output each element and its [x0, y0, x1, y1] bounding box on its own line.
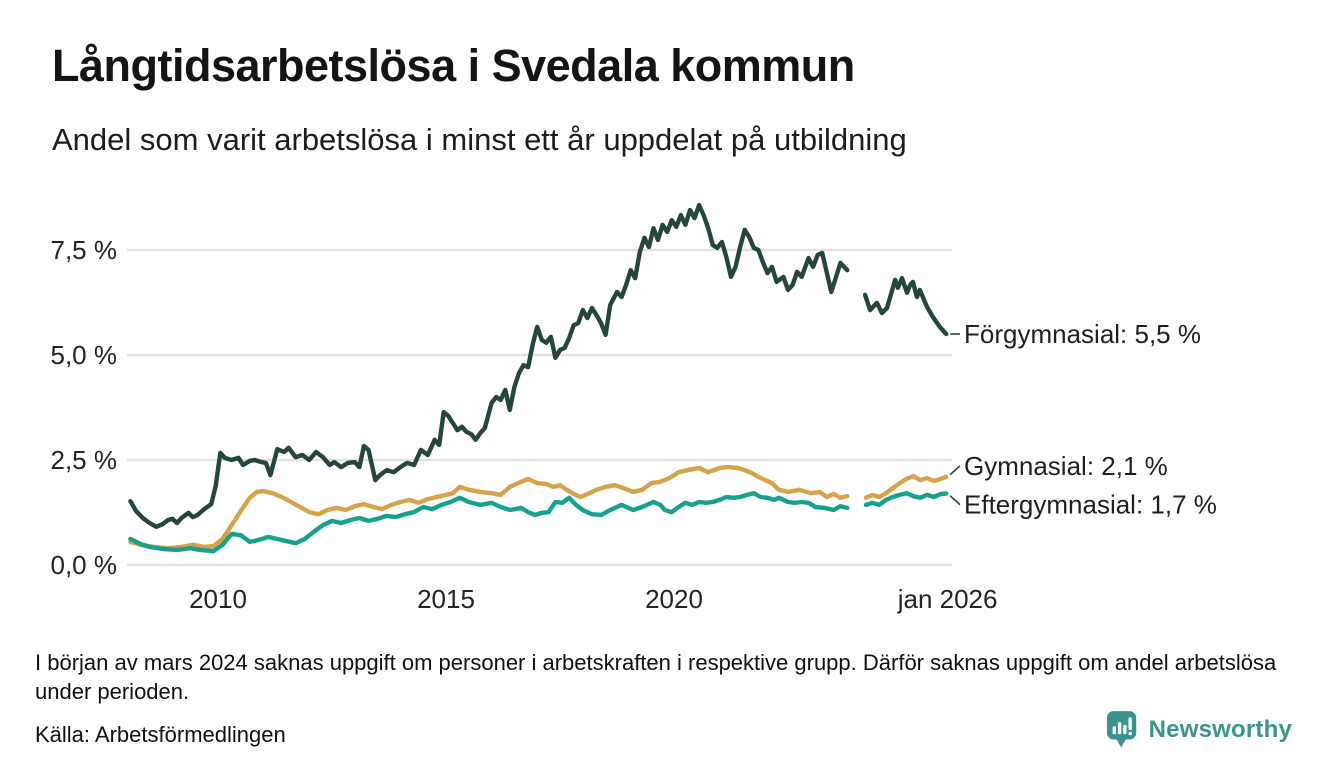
series-end-label-eftergymnasial: Eftergymnasial: 1,7 % [964, 490, 1217, 520]
label-connector-eftergymnasial [949, 495, 961, 506]
x-axis-tick-label: jan 2026 [897, 584, 998, 614]
y-axis-tick-label: 2,5 % [51, 445, 118, 475]
y-axis-tick-label: 0,0 % [51, 550, 118, 580]
newsworthy-logo-text: Newsworthy [1148, 716, 1292, 743]
series-line-eftergymnasial-segment-1 [128, 491, 850, 554]
data-gap-footnote: I början av mars 2024 saknas uppgift om … [35, 650, 1277, 704]
x-axis-tick-label: 2015 [417, 584, 475, 614]
x-axis-tick-label: 2020 [645, 584, 703, 614]
series-line-gymnasial-segment-2 [863, 473, 949, 500]
chart-subtitle: Andel som varit arbetslösa i minst ett å… [52, 122, 907, 157]
series-line-eftergymnasial-segment-2 [863, 491, 949, 508]
series-end-label-forgymnasial: Förgymnasial: 5,5 % [964, 319, 1201, 349]
y-axis-tick-label: 7,5 % [51, 235, 118, 265]
series-end-label-gymnasial: Gymnasial: 2,1 % [964, 451, 1168, 481]
y-axis-tick-label: 5,0 % [51, 340, 118, 370]
label-connector-gymnasial [949, 465, 961, 476]
newsworthy-logo-icon [1106, 711, 1136, 748]
newsworthy-logo: Newsworthy [1106, 710, 1292, 750]
series-line-forgymnasial-segment-1 [128, 202, 850, 529]
page-title: Långtidsarbetslösa i Svedala kommun [52, 40, 855, 91]
source-label: Källa: Arbetsförmedlingen [35, 722, 286, 747]
series-line-gymnasial-segment-1 [128, 464, 850, 551]
series-line-forgymnasial-segment-2 [862, 275, 949, 337]
x-axis-tick-label: 2010 [189, 584, 247, 614]
